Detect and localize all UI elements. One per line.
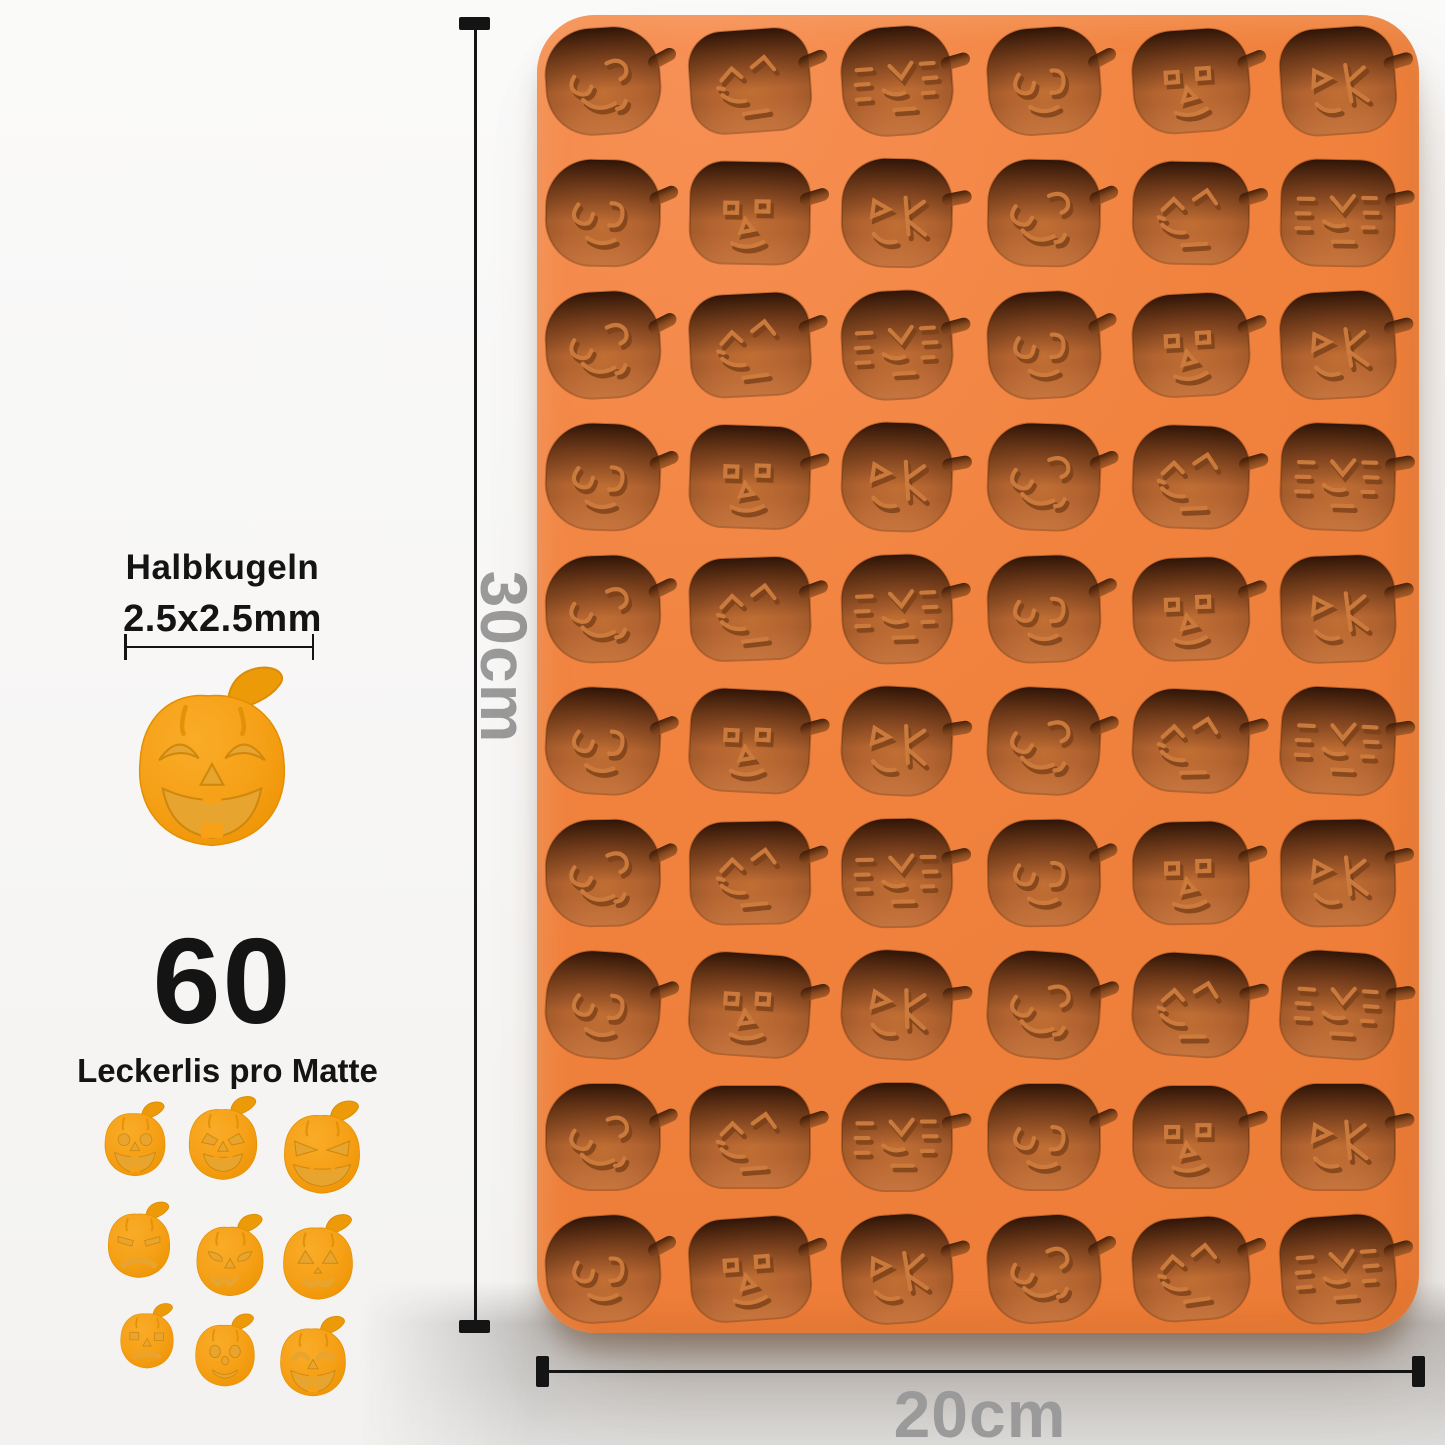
pumpkin-icon	[104, 1101, 166, 1177]
pumpkin-icon	[188, 1095, 258, 1180]
mold-cavity	[1131, 1215, 1267, 1323]
mold-cavity	[1278, 25, 1413, 137]
mold-cavity	[986, 1214, 1117, 1324]
mold-cavity	[1131, 27, 1267, 135]
mold-cavity	[1279, 818, 1415, 928]
mold-cavity	[1131, 424, 1269, 530]
mold-cavity	[544, 1214, 677, 1324]
mold-cavity	[1131, 688, 1269, 794]
mold-cavity	[1279, 554, 1414, 664]
mold-cavity	[544, 554, 677, 664]
pumpkin-icon	[284, 1100, 360, 1194]
pumpkin-icon	[280, 1315, 346, 1397]
cavity-size-dimension-line	[124, 634, 314, 660]
mold-cavity	[688, 160, 830, 266]
mold-cavity	[1279, 685, 1416, 797]
silicone-mold	[537, 15, 1419, 1333]
height-dimension-cap-top	[459, 17, 490, 30]
pumpkin-variant	[178, 1092, 268, 1191]
mold-cavity	[987, 1083, 1118, 1191]
mold-cavity	[986, 26, 1117, 136]
cavity-count: 60	[152, 913, 293, 1049]
mold-cavity	[687, 27, 828, 135]
mold-cavity	[544, 422, 679, 532]
height-dimension-cap-bottom	[459, 1320, 490, 1333]
height-dimension-line	[474, 24, 477, 1324]
mold-cavity	[689, 1085, 829, 1189]
mold-cavity	[688, 820, 829, 926]
pumpkin-sample-render	[112, 658, 312, 870]
mold-cavity	[544, 158, 679, 268]
mold-cavity	[688, 687, 830, 795]
mold-cavity	[544, 950, 680, 1060]
mold-cavity	[840, 289, 971, 401]
mold-cavity	[986, 290, 1117, 400]
mold-cavity	[688, 291, 828, 399]
width-dimension-cap-right	[1412, 1356, 1425, 1387]
pumpkin-variant	[270, 1312, 356, 1407]
pumpkin-variant	[98, 1198, 180, 1288]
pumpkin-variant	[272, 1096, 372, 1206]
pumpkin-variant	[186, 1310, 264, 1396]
mold-cavity	[1131, 160, 1269, 266]
mold-cavity	[1279, 289, 1414, 401]
pumpkin-variant	[95, 1098, 175, 1186]
mold-cavity	[1131, 292, 1267, 398]
pumpkin-icon	[120, 1303, 174, 1369]
mold-cavities	[544, 25, 1416, 1325]
mold-cavity	[986, 818, 1118, 928]
mold-cavity	[1279, 422, 1415, 532]
mold-cavity	[840, 949, 973, 1061]
mold-cavity	[1131, 951, 1269, 1059]
mold-cavity	[544, 686, 679, 796]
pumpkin-variant	[272, 1210, 364, 1311]
mold-cavity	[687, 951, 830, 1059]
mold-cavity	[840, 817, 972, 929]
mold-cavity	[1131, 820, 1268, 926]
mold-cavity	[1131, 556, 1267, 662]
mold-cavity	[986, 950, 1120, 1060]
mold-cavity	[544, 818, 678, 928]
mold-cavity	[1279, 158, 1415, 268]
pumpkin-icon	[138, 666, 286, 847]
mold-cavity	[545, 1083, 678, 1191]
mold-cavity	[840, 1213, 970, 1325]
pumpkin-icon	[283, 1214, 353, 1300]
mold-cavity	[544, 290, 677, 400]
cavity-size-label: 2.5x2.5mm	[123, 598, 322, 640]
dimension-bar	[124, 646, 314, 648]
mold-cavity	[687, 1215, 828, 1323]
pumpkin-icon	[195, 1313, 255, 1387]
pumpkin-variant	[186, 1210, 274, 1307]
cavity-count-caption: Leckerlis pro Matte	[77, 1052, 378, 1089]
mold-cavity	[1280, 1083, 1415, 1191]
mold-cavity	[986, 422, 1119, 532]
mold-cavity	[840, 553, 971, 665]
width-dimension-label: 20cm	[893, 1377, 1067, 1445]
mold-cavity	[688, 556, 828, 662]
mold-cavity	[688, 424, 830, 530]
cavity-shape-label: Halbkugeln	[125, 548, 320, 587]
pumpkin-icon	[108, 1201, 170, 1278]
mold-cavity	[986, 554, 1117, 664]
pumpkin-icon	[196, 1213, 264, 1297]
mold-cavity	[544, 26, 677, 136]
mold-cavity	[840, 157, 972, 269]
dimension-tick-right	[311, 634, 314, 660]
mold-cavity	[840, 25, 970, 137]
mold-cavity	[840, 421, 972, 533]
mold-cavity	[1132, 1085, 1268, 1189]
width-dimension-line	[542, 1370, 1420, 1373]
mold-cavity	[1278, 949, 1416, 1061]
mold-cavity	[840, 685, 973, 797]
pumpkin-variant	[112, 1300, 182, 1377]
mold-cavity	[986, 686, 1119, 796]
mold-cavity	[1278, 1213, 1413, 1325]
mold-cavity	[841, 1082, 972, 1192]
mold-cavity	[986, 158, 1119, 268]
